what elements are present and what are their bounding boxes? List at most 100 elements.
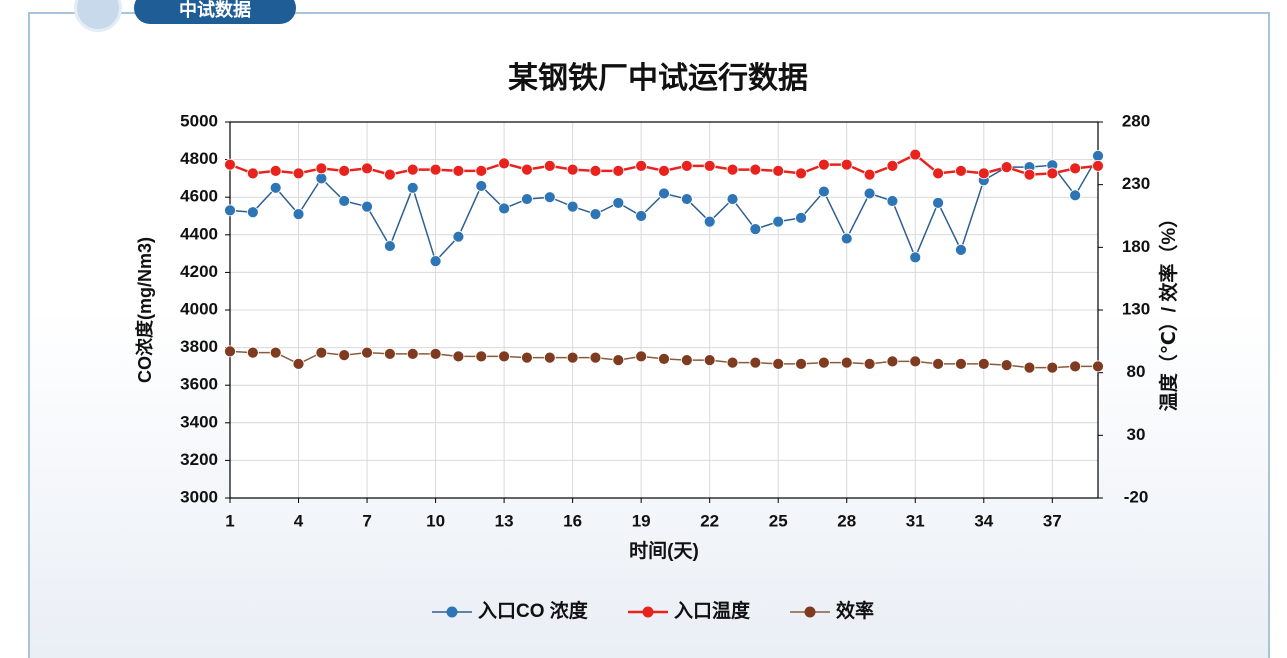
data-point xyxy=(726,356,739,369)
x-tick-label: 31 xyxy=(906,511,925,530)
data-point xyxy=(1092,149,1104,162)
data-point xyxy=(1069,360,1082,373)
y2-tick-label: 30 xyxy=(1127,425,1146,444)
data-point xyxy=(521,193,533,205)
data-point xyxy=(886,195,899,207)
data-point xyxy=(406,181,419,194)
y2-axis-label: 温度（℃）/ 效率（%） xyxy=(1157,209,1180,411)
data-point xyxy=(1069,162,1082,175)
data-point xyxy=(1023,168,1036,181)
data-point xyxy=(612,354,625,367)
x-tick-label: 28 xyxy=(837,511,856,530)
y2-tick-label: 180 xyxy=(1122,237,1150,256)
data-point xyxy=(749,356,762,369)
data-point xyxy=(292,357,305,370)
data-point xyxy=(475,164,488,177)
data-point xyxy=(498,202,511,215)
x-tick-label: 1 xyxy=(225,511,234,530)
data-point xyxy=(269,164,282,177)
data-point xyxy=(224,158,236,171)
data-point xyxy=(795,167,807,180)
data-point xyxy=(680,159,693,172)
x-tick-label: 10 xyxy=(426,511,445,530)
data-point xyxy=(543,351,556,364)
data-point xyxy=(772,215,785,228)
data-point xyxy=(543,191,556,204)
data-point xyxy=(680,354,693,367)
data-point xyxy=(224,345,236,358)
data-point xyxy=(977,357,990,370)
data-point xyxy=(886,355,899,368)
x-tick-label: 25 xyxy=(769,511,788,530)
data-point xyxy=(1046,361,1059,374)
data-point xyxy=(292,208,305,221)
data-point xyxy=(498,350,511,363)
data-point xyxy=(521,351,533,364)
data-point xyxy=(612,164,625,177)
data-point xyxy=(635,350,648,363)
y2-tick-label: 230 xyxy=(1122,174,1150,193)
data-point xyxy=(566,200,579,213)
data-point xyxy=(726,163,739,176)
data-point xyxy=(429,347,442,360)
data-point xyxy=(772,357,785,370)
y-tick-label: 3800 xyxy=(180,337,218,356)
data-point xyxy=(475,350,488,363)
data-point xyxy=(292,167,305,180)
data-point xyxy=(932,357,945,370)
x-tick-label: 34 xyxy=(974,511,993,530)
data-point xyxy=(795,211,807,224)
y-tick-label: 4600 xyxy=(180,187,218,206)
y-tick-label: 3200 xyxy=(180,450,218,469)
legend-marker xyxy=(642,606,654,618)
data-point xyxy=(817,356,830,369)
y-tick-label: 3600 xyxy=(180,375,218,394)
data-point xyxy=(269,346,282,359)
data-point xyxy=(817,158,830,171)
data-point xyxy=(932,196,945,209)
data-point xyxy=(749,223,762,236)
data-point xyxy=(749,163,762,176)
data-point xyxy=(589,351,602,364)
data-point xyxy=(315,346,328,359)
data-point xyxy=(224,204,236,217)
plot-border xyxy=(229,121,1099,499)
legend-label: 效率 xyxy=(836,599,874,622)
x-tick-label: 22 xyxy=(700,511,719,530)
data-point xyxy=(566,163,579,176)
data-point xyxy=(612,196,625,209)
y-tick-label: 5000 xyxy=(180,111,218,130)
data-point xyxy=(1000,161,1013,174)
y2-tick-label: 130 xyxy=(1122,299,1150,318)
y-axis-label: CO浓度(mg/Nm3) xyxy=(134,237,155,383)
data-point xyxy=(338,349,351,362)
data-point xyxy=(246,346,259,359)
data-point xyxy=(863,168,876,181)
data-point xyxy=(406,163,419,176)
data-point xyxy=(840,356,853,369)
data-point xyxy=(1000,359,1013,372)
data-point xyxy=(772,164,785,177)
data-point xyxy=(1092,360,1104,373)
data-point xyxy=(452,164,465,177)
data-point xyxy=(429,255,442,268)
legend-label: 入口温度 xyxy=(674,599,751,622)
y-tick-label: 3400 xyxy=(180,412,218,431)
data-point xyxy=(315,162,328,175)
data-point xyxy=(726,193,739,205)
data-point xyxy=(635,159,648,172)
data-point xyxy=(1046,167,1059,180)
data-point xyxy=(703,159,716,172)
data-point xyxy=(909,355,922,368)
data-point xyxy=(658,352,670,365)
y-tick-label: 4000 xyxy=(180,299,218,318)
x-axis-label: 时间(天) xyxy=(629,540,699,562)
data-point xyxy=(475,180,488,192)
data-point xyxy=(543,159,556,172)
data-point xyxy=(338,164,351,177)
data-point xyxy=(383,168,396,181)
data-point xyxy=(955,164,967,177)
data-point xyxy=(817,185,830,198)
